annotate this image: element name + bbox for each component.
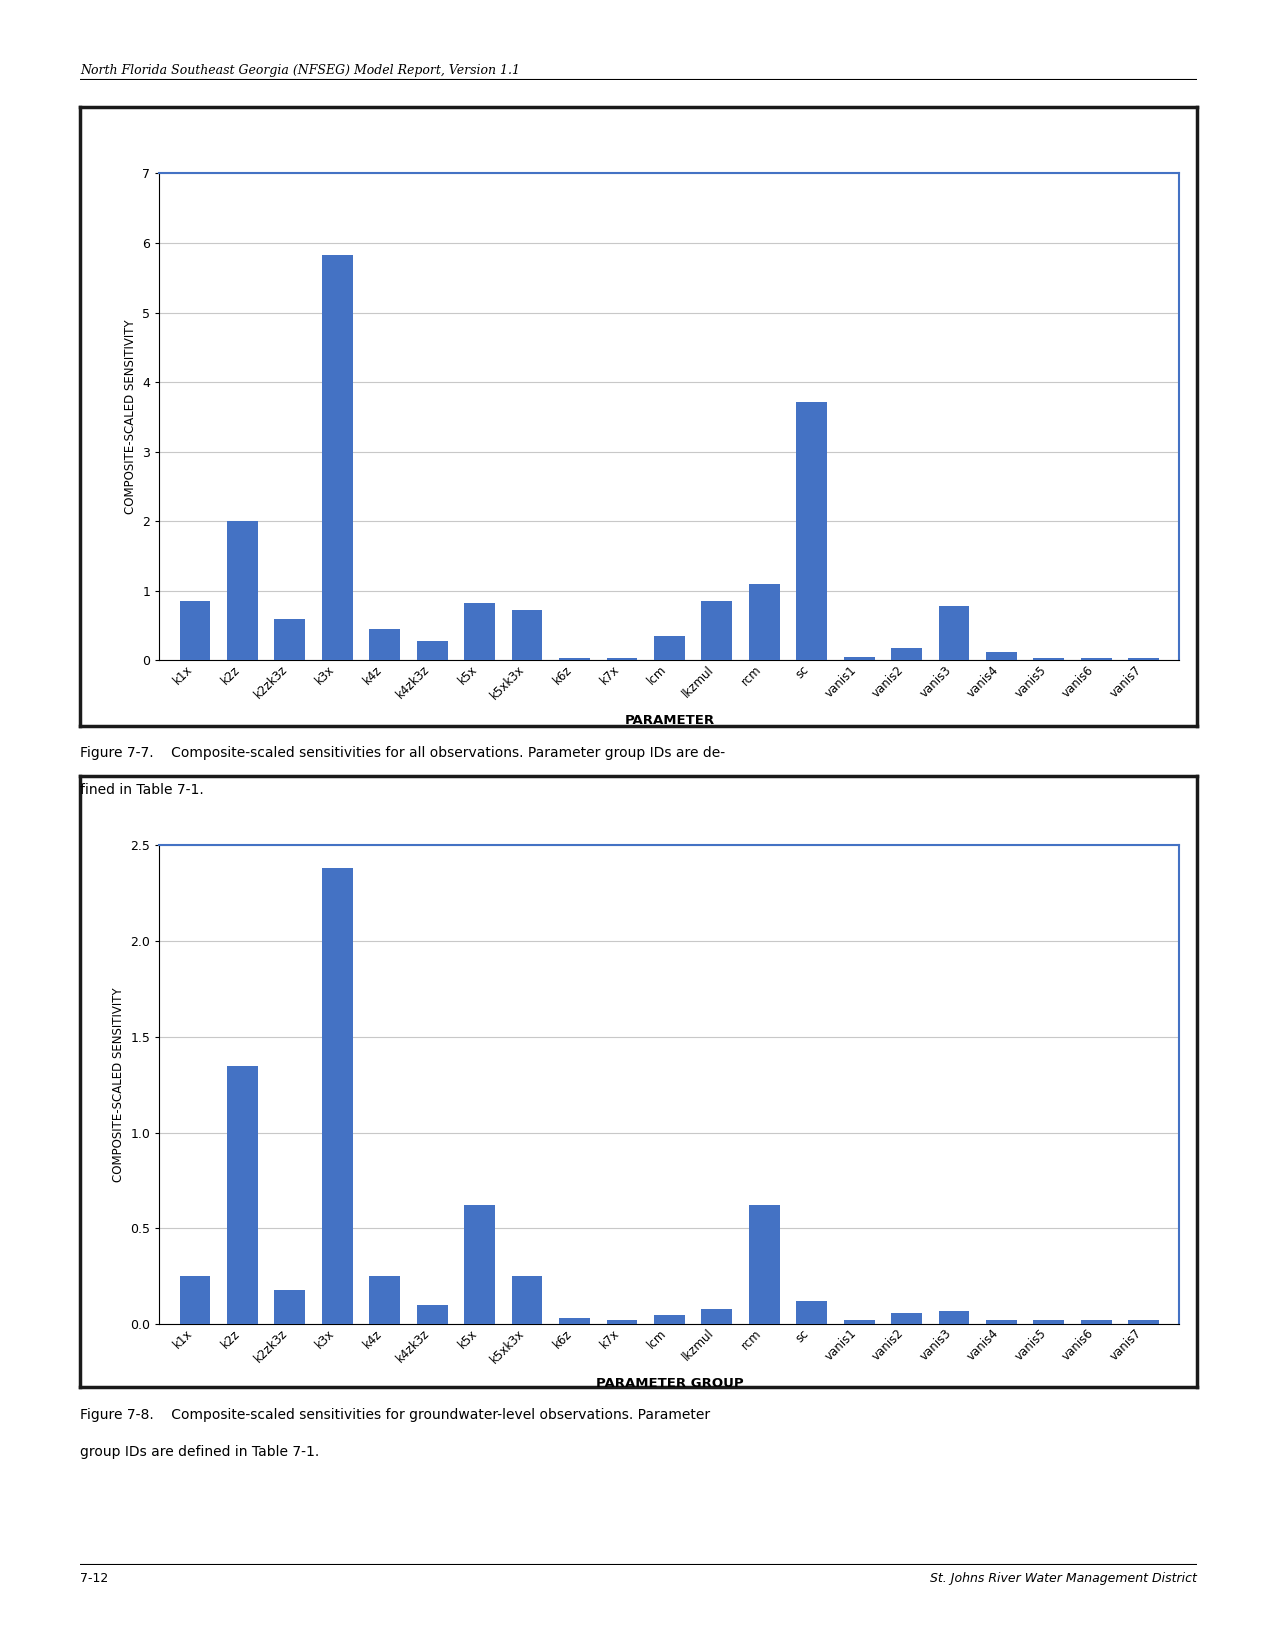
Bar: [986, 652, 1017, 660]
Bar: [1128, 1321, 1159, 1324]
Y-axis label: COMPOSITE-SCALED SENSITIVITY: COMPOSITE-SCALED SENSITIVITY: [112, 987, 125, 1182]
Y-axis label: COMPOSITE-SCALED SENSITIVITY: COMPOSITE-SCALED SENSITIVITY: [124, 320, 136, 513]
Bar: [511, 1276, 542, 1324]
Bar: [938, 606, 969, 660]
Text: Figure 7-8.    Composite-scaled sensitivities for groundwater-level observations: Figure 7-8. Composite-scaled sensitiviti…: [80, 1408, 710, 1422]
X-axis label: PARAMETER: PARAMETER: [625, 713, 714, 726]
Bar: [844, 657, 875, 660]
Bar: [797, 1301, 827, 1324]
Text: St. Johns River Water Management District: St. Johns River Water Management Distric…: [931, 1572, 1197, 1585]
Bar: [891, 1313, 922, 1324]
Bar: [370, 1276, 400, 1324]
X-axis label: PARAMETER GROUP: PARAMETER GROUP: [595, 1377, 743, 1390]
Text: North Florida Southeast Georgia (NFSEG) Model Report, Version 1.1: North Florida Southeast Georgia (NFSEG) …: [80, 64, 520, 76]
Bar: [654, 636, 685, 660]
Bar: [417, 1304, 448, 1324]
Bar: [321, 256, 353, 660]
Bar: [464, 1205, 495, 1324]
Bar: [180, 601, 210, 660]
Bar: [1034, 1321, 1065, 1324]
Bar: [558, 1319, 590, 1324]
Bar: [986, 1321, 1017, 1324]
Bar: [1081, 657, 1112, 660]
Bar: [370, 629, 400, 660]
Text: 7-12: 7-12: [80, 1572, 108, 1585]
Bar: [701, 601, 732, 660]
Bar: [1128, 657, 1159, 660]
Bar: [227, 522, 258, 660]
Bar: [607, 1321, 638, 1324]
Bar: [654, 1314, 685, 1324]
Bar: [464, 603, 495, 660]
Text: Figure 7-7.    Composite-scaled sensitivities for all observations. Parameter gr: Figure 7-7. Composite-scaled sensitiviti…: [80, 746, 725, 759]
Text: group IDs are defined in Table 7-1.: group IDs are defined in Table 7-1.: [80, 1445, 320, 1458]
Bar: [797, 401, 827, 660]
Bar: [274, 1289, 305, 1324]
Bar: [1081, 1321, 1112, 1324]
Bar: [558, 657, 590, 660]
Bar: [748, 1205, 780, 1324]
Bar: [511, 611, 542, 660]
Bar: [321, 868, 353, 1324]
Bar: [938, 1311, 969, 1324]
Bar: [891, 647, 922, 660]
Text: fined in Table 7-1.: fined in Table 7-1.: [80, 783, 204, 796]
Bar: [844, 1321, 875, 1324]
Bar: [417, 641, 448, 660]
Bar: [274, 619, 305, 660]
Bar: [748, 584, 780, 660]
Bar: [180, 1276, 210, 1324]
Bar: [227, 1065, 258, 1324]
Bar: [1034, 659, 1065, 660]
Bar: [701, 1309, 732, 1324]
Bar: [607, 659, 638, 660]
